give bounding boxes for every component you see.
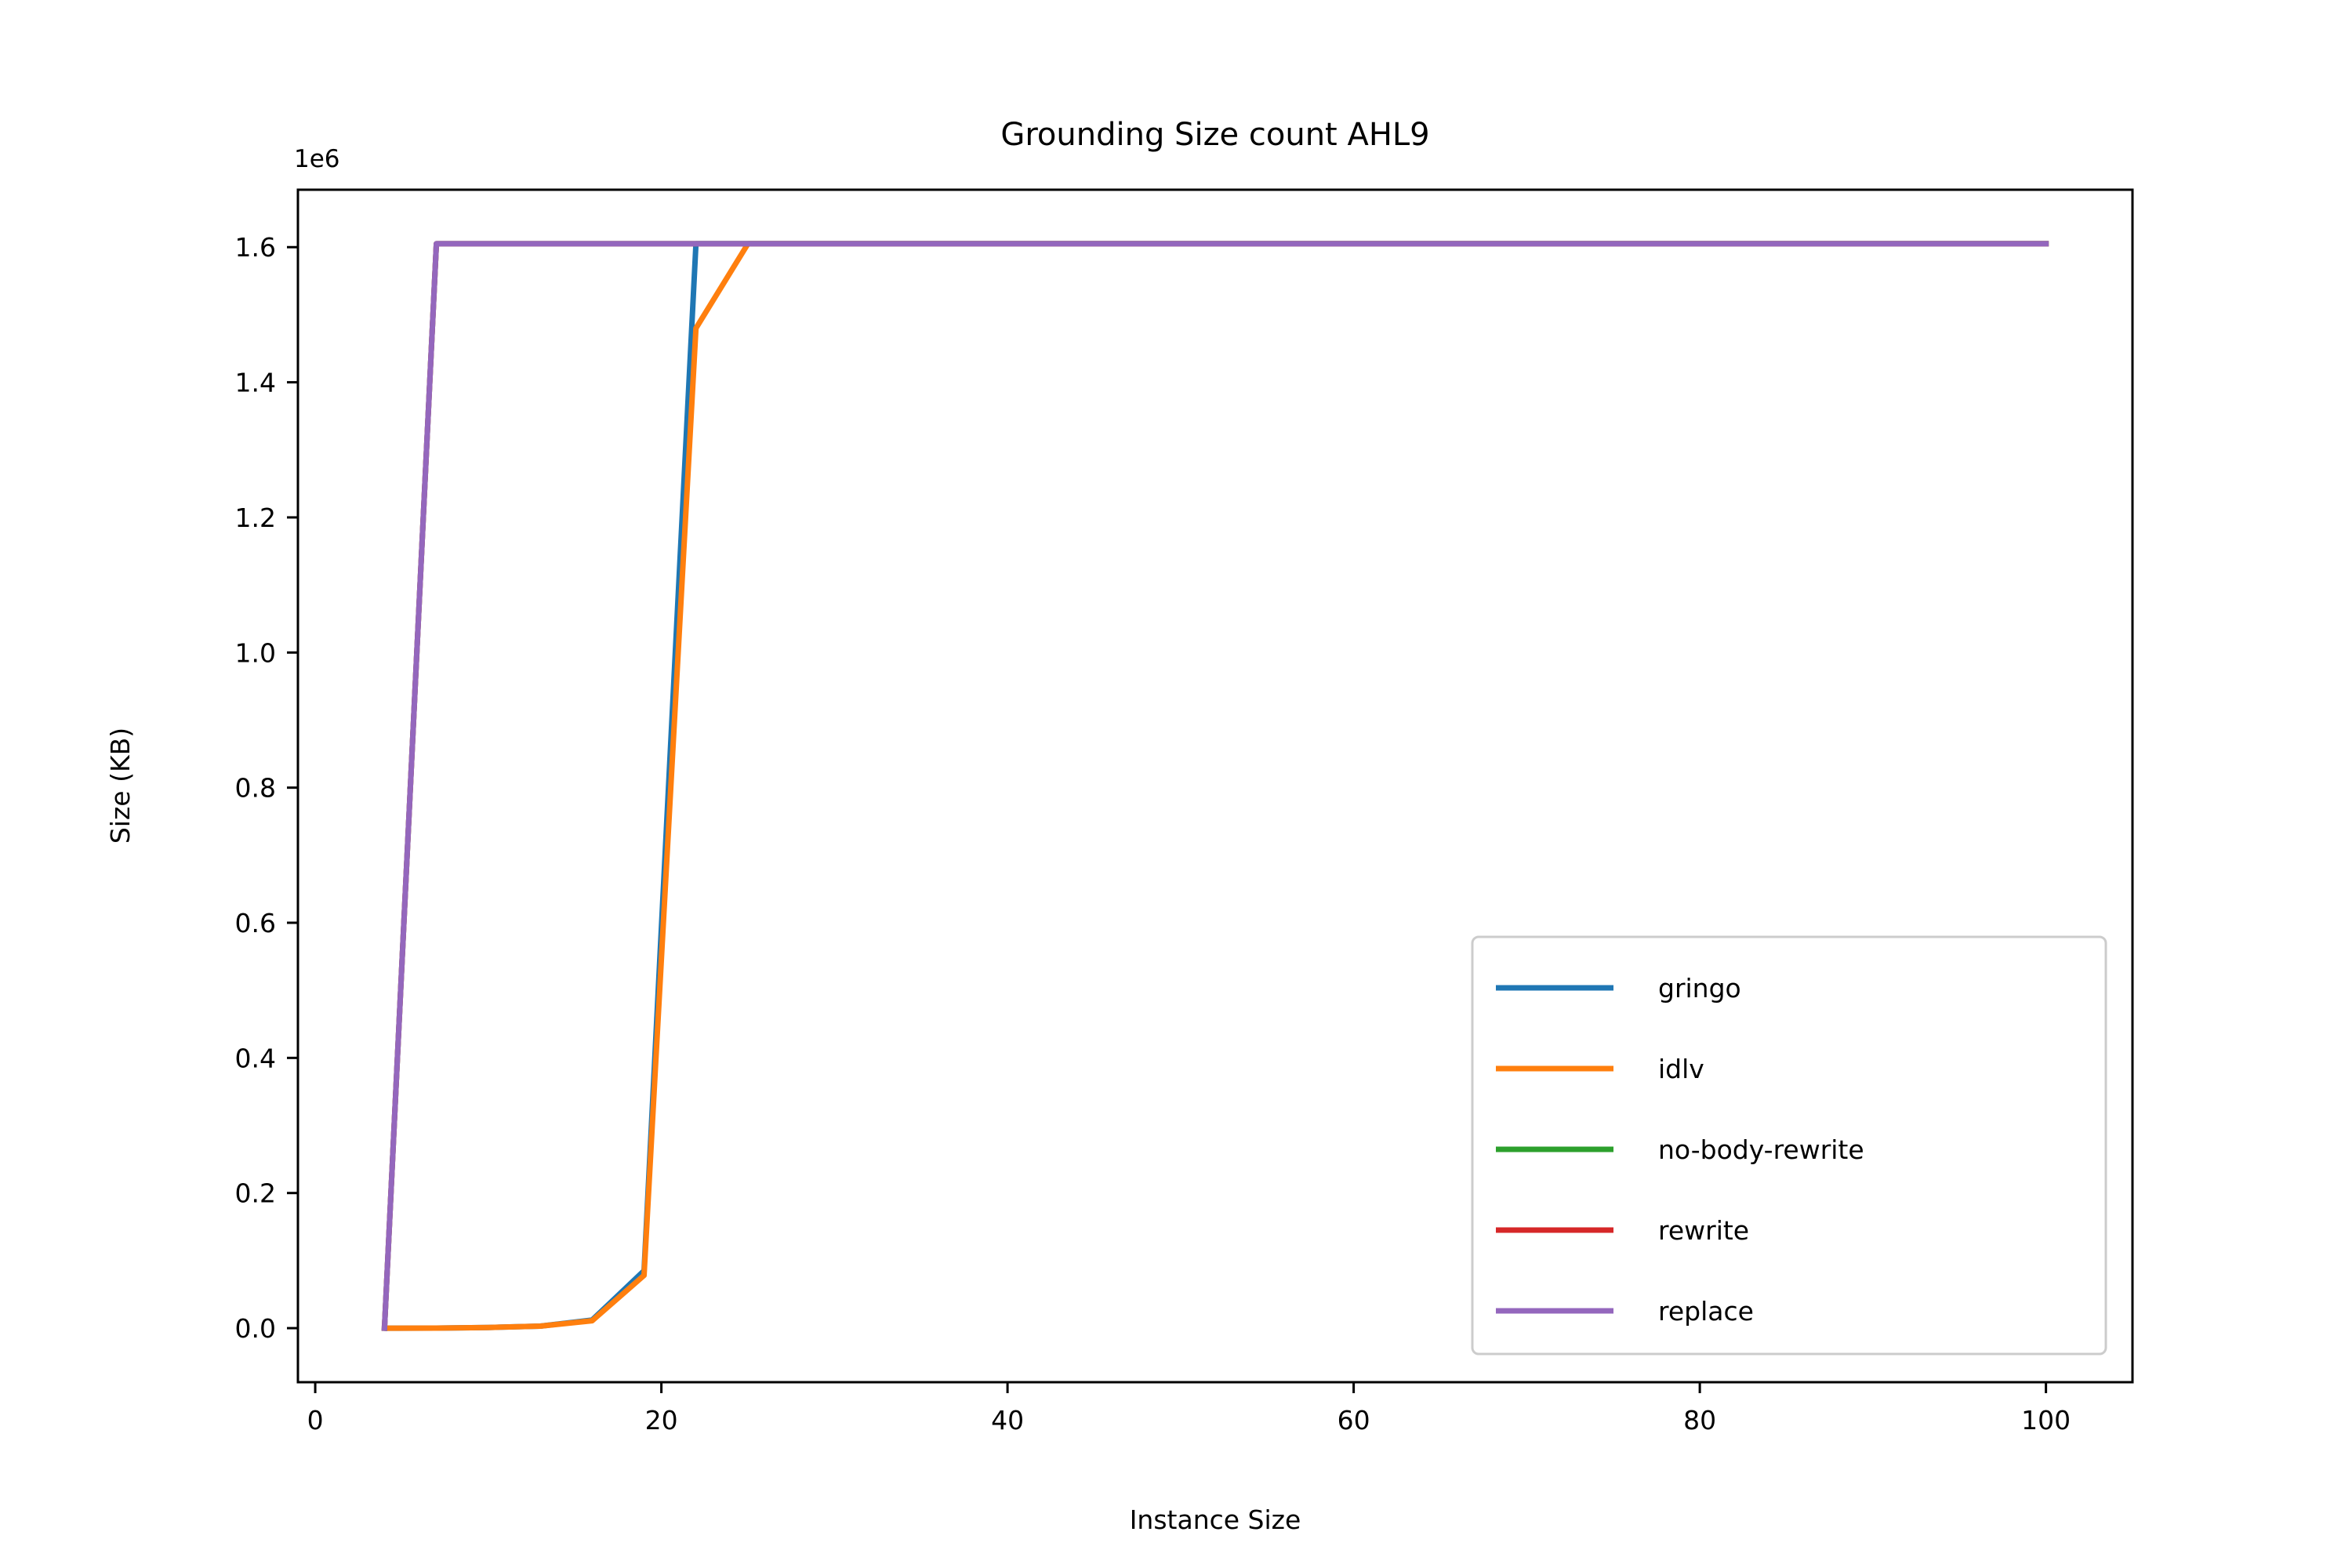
- x-tick-label: 40: [991, 1405, 1024, 1436]
- y-tick-label: 0.2: [235, 1178, 276, 1209]
- x-tick-label: 100: [2021, 1405, 2071, 1436]
- x-tick-label: 80: [1683, 1405, 1716, 1436]
- legend-label-replace: replace: [1658, 1296, 1754, 1327]
- y-tick-label: 1.2: [235, 503, 276, 533]
- plot-area-frame: [296, 188, 2134, 1384]
- series-line-replace: [381, 241, 2049, 1331]
- y-tick-label: 0.6: [235, 908, 276, 938]
- x-tick-label: 0: [307, 1405, 324, 1436]
- series-layer: [381, 241, 2049, 1331]
- y-tick-label: 1.4: [235, 368, 276, 398]
- legend-label-gringo: gringo: [1658, 973, 1741, 1004]
- legend-label-rewrite: rewrite: [1658, 1215, 1749, 1246]
- y-tick-label: 1.6: [235, 232, 276, 263]
- legend-label-idlv: idlv: [1658, 1054, 1704, 1084]
- legend-label-no-body-rewrite: no-body-rewrite: [1658, 1134, 1864, 1165]
- y-offset-label: 1e6: [294, 145, 340, 173]
- y-tick-label: 0.0: [235, 1313, 276, 1344]
- y-tick-label: 0.8: [235, 773, 276, 804]
- legend: gringo idlv no-body-rewrite rewrite replace: [1471, 935, 2107, 1356]
- y-tick-label: 0.4: [235, 1043, 276, 1073]
- y-tick-label: 1.0: [235, 637, 276, 668]
- legend-box: [1471, 935, 2107, 1356]
- y-axis: 0.0 0.2 0.4 0.6 0.8 1.0 1.2 1.4 1.6: [235, 232, 298, 1344]
- x-tick-label: 20: [645, 1405, 678, 1436]
- chart-title: Grounding Size count AHL9: [1000, 117, 1429, 153]
- x-axis: 0 20 40 60 80 100: [307, 1382, 2071, 1436]
- x-tick-label: 60: [1338, 1405, 1370, 1436]
- x-axis-label: Instance Size: [1130, 1504, 1301, 1535]
- y-axis-label: Size (KB): [105, 728, 136, 844]
